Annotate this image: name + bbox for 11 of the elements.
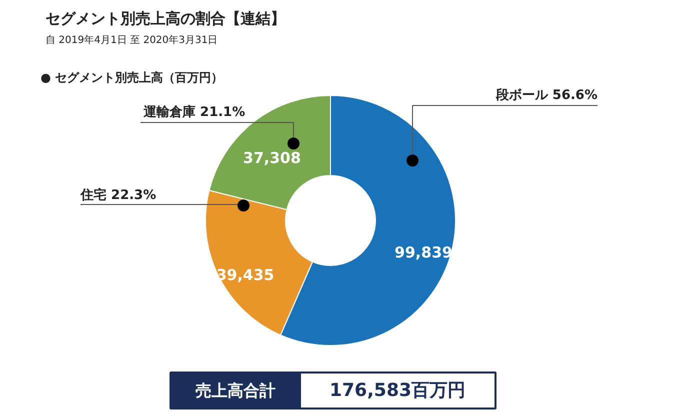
chart-title: セグメント別売上高の割合【連結】 bbox=[46, 10, 286, 28]
slice-label: 住宅 22.3% bbox=[80, 187, 156, 203]
text: 売上高合計 bbox=[196, 381, 276, 400]
slice-label: 運輸倉庫 21.1% bbox=[142, 104, 246, 120]
chart-subtitle: 自 2019年4月1日 至 2020年3月31日 bbox=[46, 34, 218, 46]
text: 176,583百万円 bbox=[330, 380, 466, 401]
slice-label: 段ボール 56.6% bbox=[494, 88, 598, 103]
data-label: 39,435 bbox=[216, 266, 274, 284]
text: ● セグメント別売上高（百万円） bbox=[40, 70, 224, 84]
data-label: 37,308 bbox=[243, 149, 301, 168]
data-label: 99,839 bbox=[394, 243, 452, 262]
